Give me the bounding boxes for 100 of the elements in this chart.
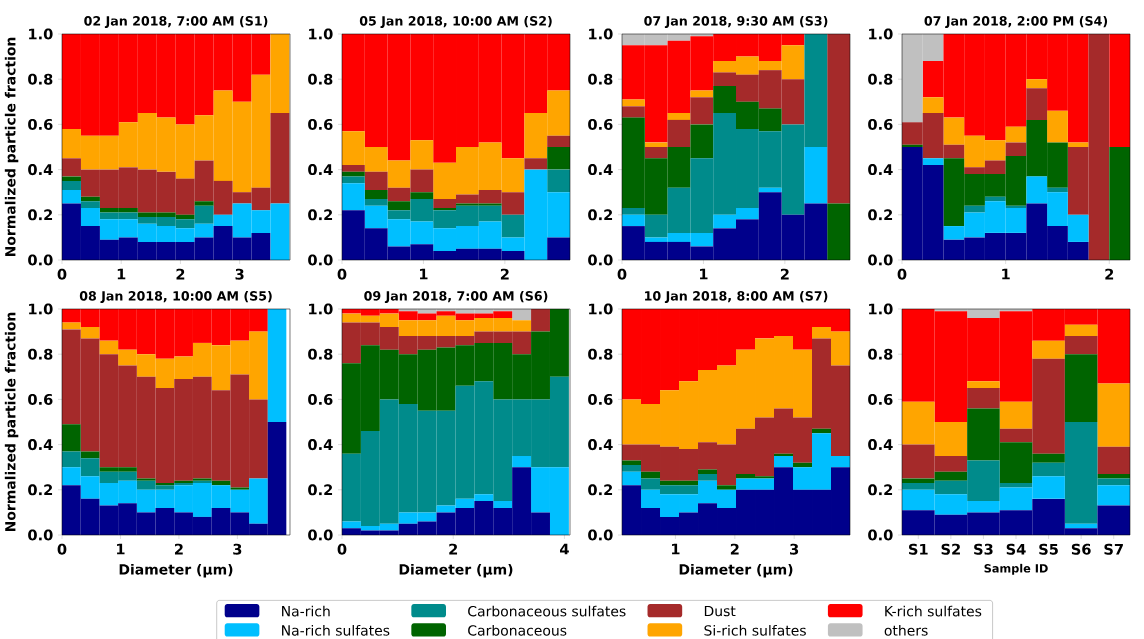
x-tick-label: 1 bbox=[672, 543, 680, 555]
bar bbox=[62, 176, 81, 181]
legend-label: Na-rich bbox=[282, 605, 330, 617]
bar bbox=[999, 401, 1033, 429]
x-tick-label: 2 bbox=[500, 268, 509, 280]
bar bbox=[194, 201, 214, 206]
bar bbox=[1097, 383, 1131, 447]
x-tick-label: 2 bbox=[780, 268, 789, 280]
bar bbox=[1064, 336, 1098, 355]
legend-label: Si-rich sulfates bbox=[704, 624, 806, 636]
bar bbox=[622, 208, 645, 215]
bar bbox=[967, 381, 1000, 389]
bar bbox=[1097, 473, 1131, 479]
y-tick-label: 0.2 bbox=[28, 484, 53, 496]
bar bbox=[827, 33, 851, 204]
y-tick-label: 0.0 bbox=[308, 254, 333, 266]
bar bbox=[690, 90, 714, 98]
x-tick-label: 1 bbox=[700, 268, 708, 280]
y-tick-label: 0.4 bbox=[588, 439, 613, 451]
x-tick-label: S2 bbox=[941, 543, 960, 555]
bar bbox=[62, 424, 81, 452]
y-tick-label: 0.4 bbox=[868, 164, 893, 176]
bar bbox=[62, 180, 81, 190]
x-tick-label: 0 bbox=[897, 268, 907, 280]
y-tick-label: 0.6 bbox=[28, 393, 53, 405]
bar bbox=[1032, 340, 1065, 359]
bar bbox=[1109, 33, 1131, 147]
x-tick-label: S3 bbox=[974, 543, 993, 555]
bar bbox=[1097, 485, 1131, 506]
x-tick-label: 0 bbox=[337, 268, 347, 280]
x-tick-label: 1 bbox=[419, 268, 428, 280]
bar bbox=[667, 113, 691, 120]
bar bbox=[717, 485, 737, 490]
y-tick-label: 1.0 bbox=[309, 28, 333, 40]
y-axis-title: Normalized particle fraction bbox=[4, 312, 19, 532]
x-tick-label: 2 bbox=[730, 543, 739, 555]
x-tick-label: S6 bbox=[1071, 543, 1091, 555]
y-tick-label: 0.6 bbox=[588, 393, 613, 405]
bar bbox=[804, 146, 828, 204]
x-tick-label: S5 bbox=[1039, 543, 1058, 555]
bar bbox=[524, 158, 548, 170]
x-tick-label: 1 bbox=[117, 543, 125, 555]
x-tick-label: 2 bbox=[1105, 268, 1114, 280]
x-tick-label: 2 bbox=[449, 543, 458, 555]
y-tick-label: 1.0 bbox=[309, 303, 333, 315]
x-axis-title: Diameter (μm) bbox=[679, 563, 793, 578]
y-tick-label: 0.2 bbox=[868, 209, 893, 221]
x-tick-label: 1 bbox=[1002, 268, 1010, 280]
bar bbox=[922, 158, 944, 166]
y-tick-label: 0.4 bbox=[308, 439, 333, 451]
bar bbox=[62, 189, 81, 204]
bar bbox=[342, 165, 365, 172]
bar bbox=[774, 455, 794, 468]
chart-title: 07 Jan 2018, 2:00 PM (S4) bbox=[924, 15, 1108, 28]
bar bbox=[964, 205, 985, 213]
chart-title: 08 Jan 2018, 10:00 AM (S5) bbox=[79, 290, 272, 303]
y-tick-label: 0.4 bbox=[28, 439, 53, 451]
x-tick-label: 0 bbox=[57, 543, 67, 555]
y-tick-label: 0.8 bbox=[308, 348, 333, 360]
y-tick-label: 0.2 bbox=[308, 209, 333, 221]
bar bbox=[547, 169, 570, 193]
bar bbox=[547, 146, 570, 170]
bar bbox=[342, 176, 365, 184]
y-tick-label: 0.6 bbox=[868, 393, 893, 405]
legend-label: Na-rich sulfates bbox=[282, 624, 390, 636]
bar bbox=[644, 142, 668, 147]
bar bbox=[698, 469, 718, 474]
bar bbox=[80, 201, 100, 209]
y-tick-label: 0.8 bbox=[868, 73, 893, 85]
bar bbox=[622, 471, 642, 486]
bar bbox=[622, 106, 645, 118]
y-tick-label: 0.0 bbox=[588, 529, 613, 541]
y-tick-label: 0.6 bbox=[308, 118, 333, 130]
y-tick-label: 0.2 bbox=[308, 484, 333, 496]
legend-label: Dust bbox=[704, 605, 736, 617]
bar bbox=[1064, 324, 1098, 337]
chart-title: 05 Jan 2018, 10:00 AM (S2) bbox=[359, 15, 552, 28]
y-tick-label: 0.4 bbox=[588, 164, 613, 176]
chart-title: 09 Jan 2018, 7:00 AM (S6) bbox=[364, 290, 548, 303]
y-tick-label: 0.8 bbox=[588, 73, 613, 85]
y-tick-label: 0.0 bbox=[868, 254, 893, 266]
bar bbox=[1005, 142, 1027, 157]
y-tick-label: 1.0 bbox=[29, 28, 53, 40]
bar bbox=[622, 460, 642, 465]
x-tick-label: S7 bbox=[1104, 543, 1123, 555]
y-tick-label: 0.0 bbox=[868, 529, 893, 541]
y-tick-label: 0.6 bbox=[588, 118, 613, 130]
chart-title: 10 Jan 2018, 8:00 AM (S7) bbox=[645, 290, 828, 303]
y-tick-label: 1.0 bbox=[589, 28, 613, 40]
bar bbox=[531, 308, 550, 332]
x-tick-label: 0 bbox=[337, 543, 347, 555]
x-axis-title: Diameter (μm) bbox=[399, 563, 513, 578]
y-tick-label: 0.4 bbox=[308, 164, 333, 176]
bar bbox=[410, 192, 434, 199]
legend-label: others bbox=[884, 624, 928, 636]
y-tick-label: 0.8 bbox=[28, 348, 53, 360]
bar bbox=[364, 189, 388, 199]
y-tick-label: 1.0 bbox=[589, 303, 613, 315]
legend-label: Carbonaceous sulfates bbox=[468, 605, 626, 617]
x-tick-label: 3 bbox=[235, 268, 244, 280]
